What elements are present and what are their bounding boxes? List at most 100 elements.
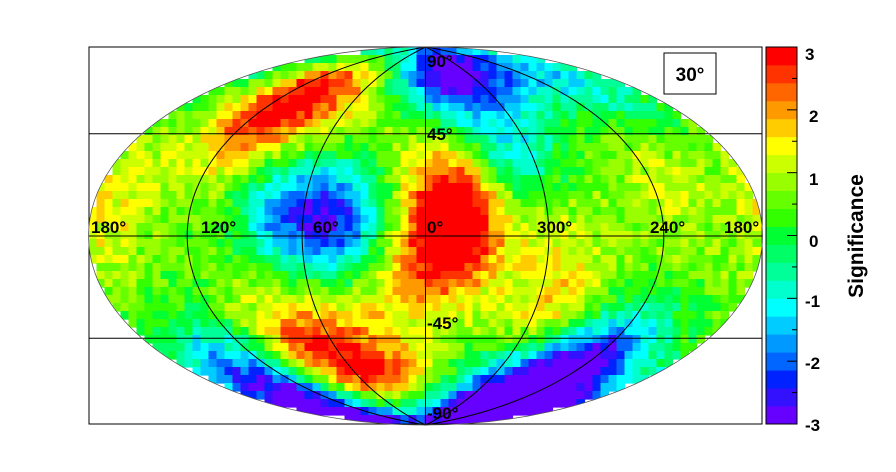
sky-cell: [560, 207, 570, 216]
sky-cell: [344, 159, 354, 168]
sky-cell: [464, 343, 474, 352]
sky-cell: [608, 95, 618, 104]
sky-cell: [544, 367, 554, 376]
sky-cell: [464, 111, 474, 120]
sky-cell: [568, 159, 578, 168]
sky-cell: [264, 207, 274, 216]
sky-cell: [304, 295, 314, 304]
sky-cell: [176, 183, 186, 192]
sky-cell: [616, 135, 626, 144]
sky-cell: [512, 71, 522, 80]
sky-cell: [328, 311, 338, 320]
sky-cell: [112, 199, 122, 208]
sky-cell: [232, 287, 242, 296]
sky-cell: [272, 239, 282, 248]
sky-cell: [272, 303, 282, 312]
sky-cell: [416, 415, 426, 424]
sky-cell: [296, 103, 306, 112]
sky-cell: [456, 351, 466, 360]
sky-cell: [152, 119, 162, 128]
sky-cell: [376, 207, 386, 216]
sky-cell: [464, 279, 474, 288]
sky-cell: [344, 87, 354, 96]
sky-cell: [256, 199, 266, 208]
sky-cell: [256, 343, 266, 352]
sky-cell: [296, 279, 306, 288]
sky-cell: [536, 399, 546, 408]
sky-cell: [512, 175, 522, 184]
sky-cell: [416, 367, 426, 376]
sky-cell: [216, 143, 226, 152]
sky-cell: [320, 239, 330, 248]
sky-cell: [456, 247, 466, 256]
sky-cell: [160, 183, 170, 192]
sky-cell: [384, 127, 394, 136]
sky-cell: [464, 407, 474, 416]
sky-cell: [176, 255, 186, 264]
sky-cell: [528, 351, 538, 360]
sky-cell: [544, 87, 554, 96]
sky-cell: [376, 191, 386, 200]
sky-cell: [216, 95, 226, 104]
sky-cell: [456, 383, 466, 392]
sky-cell: [192, 239, 202, 248]
sky-cell: [560, 103, 570, 112]
sky-cell: [328, 127, 338, 136]
sky-cell: [712, 247, 722, 256]
sky-cell: [240, 367, 250, 376]
sky-cell: [328, 71, 338, 80]
sky-cell: [504, 191, 514, 200]
sky-cell: [640, 127, 650, 136]
sky-cell: [184, 135, 194, 144]
sky-cell: [520, 143, 530, 152]
sky-cell: [736, 271, 746, 280]
sky-cell: [688, 311, 698, 320]
sky-cell: [184, 191, 194, 200]
sky-cell: [520, 119, 530, 128]
sky-cell: [592, 287, 602, 296]
sky-cell: [384, 103, 394, 112]
sky-cell: [368, 343, 378, 352]
sky-cell: [536, 87, 546, 96]
sky-cell: [384, 167, 394, 176]
sky-cell: [160, 167, 170, 176]
sky-cell: [672, 215, 682, 224]
sky-cell: [168, 183, 178, 192]
sky-cell: [488, 231, 498, 240]
sky-cell: [584, 127, 594, 136]
sky-cell: [576, 143, 586, 152]
sky-cell: [136, 215, 146, 224]
sky-cell: [392, 319, 402, 328]
sky-cell: [456, 71, 466, 80]
sky-cell: [552, 103, 562, 112]
sky-cell: [424, 303, 434, 312]
sky-cell: [528, 159, 538, 168]
sky-cell: [320, 255, 330, 264]
sky-cell: [456, 399, 466, 408]
sky-cell: [672, 335, 682, 344]
sky-cell: [592, 295, 602, 304]
sky-cell: [432, 87, 442, 96]
sky-cell: [424, 135, 434, 144]
sky-cell: [376, 135, 386, 144]
sky-cell: [552, 399, 562, 408]
sky-cell: [208, 311, 218, 320]
sky-cell: [512, 407, 522, 416]
sky-cell: [288, 279, 298, 288]
sky-cell: [616, 383, 626, 392]
sky-cell: [320, 375, 330, 384]
sky-cell: [528, 359, 538, 368]
sky-cell: [728, 287, 738, 296]
sky-cell: [216, 327, 226, 336]
sky-cell: [128, 247, 138, 256]
sky-cell: [576, 343, 586, 352]
sky-cell: [624, 223, 634, 232]
sky-cell: [304, 215, 314, 224]
ellipse-outline: [88, 46, 763, 426]
sky-cell: [544, 319, 554, 328]
sky-cell: [504, 247, 514, 256]
sky-cell: [544, 79, 554, 88]
sky-cell: [304, 255, 314, 264]
sky-cell: [256, 159, 266, 168]
sky-cell: [624, 287, 634, 296]
